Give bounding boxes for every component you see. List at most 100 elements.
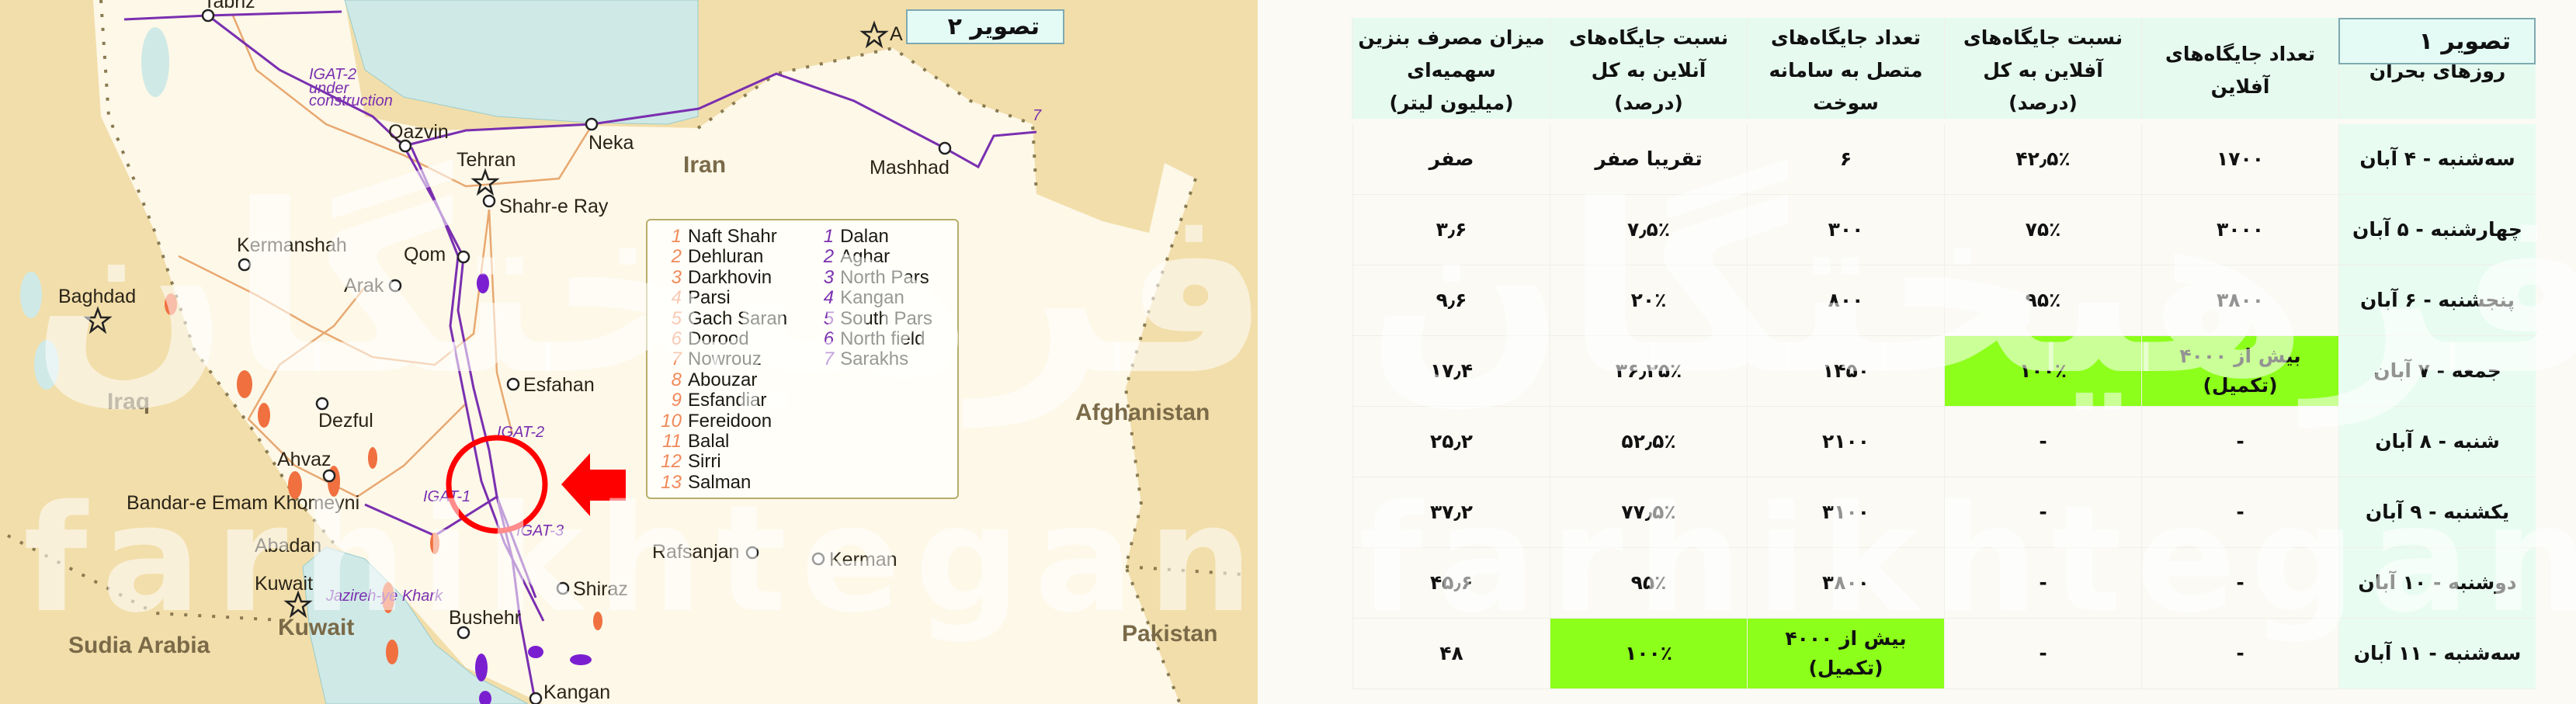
legend-number: 4: [823, 287, 835, 309]
map-legend: 1 Naft Shahr 2 Dehluran 3 Darkhovin 4 Parsi 5 Gac…: [646, 219, 959, 499]
data-cell: ۷٫۵٪: [1550, 195, 1747, 265]
gas-fields: [475, 273, 592, 704]
legend-number: 6: [671, 328, 682, 350]
label-kuwait-city: Kuwait: [255, 573, 313, 595]
data-cell: -: [2141, 548, 2338, 618]
iran-land: [93, 0, 1196, 704]
label-qazvin: Qazvin: [388, 121, 449, 143]
legend-name: Abouzar: [688, 369, 758, 390]
legend-name: Balal: [688, 431, 730, 453]
label-abadan: Abadan: [255, 535, 321, 557]
table-row: سه‌شنبه - ۱۱ آبان - - بیش از ۴۰۰۰ (تکمیل) ۱۰…: [1352, 619, 2536, 689]
data-cell: ۴۵٫۶: [1352, 548, 1550, 618]
legend-number: 5: [823, 307, 835, 329]
legend-item: 5 Gach Saran: [655, 307, 788, 329]
legend-name: Esfandiar: [688, 390, 767, 411]
data-cell: ۷۵٪: [1944, 195, 2141, 265]
legend-item: 7 Sarakhs: [807, 349, 932, 370]
legend-item: 2 Aghar: [807, 246, 932, 268]
data-cell: -: [2141, 619, 2338, 688]
legend-number: 2: [671, 246, 682, 268]
legend-name: Dalan: [840, 226, 889, 247]
day-cell: سه‌شنبه - ۴ آبان: [2338, 124, 2536, 194]
data-cell: ۱۷٫۴: [1352, 336, 1550, 406]
legend-gas-fields: 1 Dalan 2 Aghar 3 North Pars 4 Kangan 5 South Par…: [807, 226, 932, 491]
label-baghdad: Baghdad: [58, 286, 136, 307]
label-dezful: Dezful: [318, 410, 373, 432]
legend-item: 7 Nowrouz: [655, 349, 787, 370]
data-cell: تقریبا صفر: [1550, 124, 1747, 194]
label-kermanshah: Kermanshah: [237, 234, 347, 256]
legend-number: 12: [661, 451, 682, 473]
label-igat2-north: IGAT-2: [309, 66, 356, 83]
persian-gulf: [302, 546, 529, 704]
map-graphic: Tabriz IGAT-2 under construction Qazvin …: [0, 0, 1258, 704]
label-igat3: IGAT-3: [516, 522, 564, 539]
data-cell: ۹٫۶: [1352, 265, 1550, 335]
label-sudia-arabia: Sudia Arabia: [68, 633, 210, 658]
data-cell: -: [2141, 407, 2338, 477]
label-ahvaz: Ahvaz: [277, 449, 331, 470]
data-cell: ۲۵٫۲: [1352, 407, 1550, 477]
red-arrow-icon: [561, 453, 626, 516]
legend-item: 5 South Pars: [807, 307, 932, 329]
table-body: سه‌شنبه - ۴ آبان ۱۷۰۰ ۴۲٫۵٪ ۶ تقریبا صفر صفر چ…: [1352, 124, 2536, 689]
label-esfahan: Esfahan: [523, 374, 595, 396]
oil-pipelines: [178, 15, 592, 498]
header-cell: نسبت جایگاه‌های آفلاین به کل (درصد): [1944, 18, 2141, 119]
day-cell: پنجشنبه - ۶ آبان: [2338, 265, 2536, 335]
label-under: under: [309, 80, 349, 97]
header-cell: نسبت جایگاه‌های آنلاین به کل (درصد): [1550, 18, 1747, 119]
label-bandar-e-emam-khomeyni: Bandar-e Emam Khomeyni: [127, 492, 359, 514]
legend-name: Aghar: [840, 246, 890, 268]
legend-item: 12 Sirri: [655, 451, 787, 473]
legend-number: 1: [823, 226, 835, 247]
data-cell: ۳۱۰۰: [1747, 477, 1944, 547]
legend-name: Fereidoon: [688, 410, 772, 432]
legend-number: 9: [671, 390, 682, 411]
legend-name: Sarakhs: [840, 349, 909, 370]
legend-number: 10: [661, 410, 682, 432]
legend-number: 3: [671, 266, 682, 288]
legend-name: Gach Saran: [688, 307, 788, 329]
legend-number: 5: [671, 307, 682, 329]
table-row: چهارشنبه - ۵ آبان ۳۰۰۰ ۷۵٪ ۳۰۰ ۷٫۵٪ ۳٫۶: [1352, 195, 2536, 265]
day-cell: یکشنبه - ۹ آبان: [2338, 477, 2536, 547]
data-cell: -: [1944, 548, 2141, 618]
table-row: پنجشنبه - ۶ آبان ۳۸۰۰ ۹۵٪ ۸۰۰ ۲۰٪ ۹٫۶: [1352, 265, 2536, 336]
iran-gas-map: Tabriz IGAT-2 under construction Qazvin …: [0, 0, 1258, 704]
table-row: شنبه - ۸ آبان - -۲۱۰۰ ۵۲٫۵٪ ۲۵٫۲: [1352, 407, 2536, 477]
legend-number: 4: [671, 287, 682, 309]
figure-1-title: تصویر ۱: [2338, 18, 2536, 64]
data-cell: -: [1944, 477, 2141, 547]
label-tabriz: Tabriz: [203, 0, 255, 12]
data-cell: ۳۰۰: [1747, 195, 1944, 265]
legend-item: 4 Parsi: [655, 287, 787, 309]
fuel-stations-table: روزهای بحران تعداد جایگاه‌های آفلاین نسبت …: [1352, 18, 2536, 689]
label-afghanistan: Afghanistan: [1075, 400, 1210, 425]
oil-fields: [165, 293, 602, 664]
label-kerman: Kerman: [829, 549, 897, 570]
legend-item: 3 North Pars: [807, 267, 932, 288]
table-row: جمعه - ۷ آبان بیش از ۴۰۰۰ (تکمیل) ۱۰۰٪ ۱۴۵۰…: [1352, 336, 2536, 407]
legend-item: 1 Dalan: [807, 226, 932, 247]
legend-name: North field: [840, 328, 925, 350]
data-cell: ۳۶٫۲۵٪: [1550, 336, 1747, 406]
header-cell: میزان مصرف بنزین سهمیه‌ای (میلیون لیتر): [1352, 18, 1550, 119]
data-cell: ۷۷٫۵٪: [1550, 477, 1747, 547]
highlight-circle: [446, 435, 548, 534]
day-cell: چهارشنبه - ۵ آبان: [2338, 195, 2536, 265]
legend-item: 9 Esfandiar: [655, 390, 787, 411]
data-cell: ۳٫۶: [1352, 195, 1550, 265]
label-pakistan: Pakistan: [1122, 621, 1217, 647]
legend-item: 10 Fereidoon: [655, 411, 787, 432]
header-cell: تعداد جایگاه‌های آفلاین: [2141, 18, 2338, 119]
day-cell: دوشنبه - ۱۰ آبان: [2338, 548, 2536, 618]
data-cell: ۴۲٫۵٪: [1944, 124, 2141, 194]
legend-number: 13: [661, 471, 682, 493]
legend-name: Sirri: [688, 451, 721, 473]
label-shiraz: Shiraz: [573, 578, 628, 600]
legend-item: 8 Abouzar: [655, 369, 787, 390]
data-cell: ۹۵٪: [1944, 265, 2141, 335]
label-bushehr: Bushehr: [449, 607, 521, 629]
